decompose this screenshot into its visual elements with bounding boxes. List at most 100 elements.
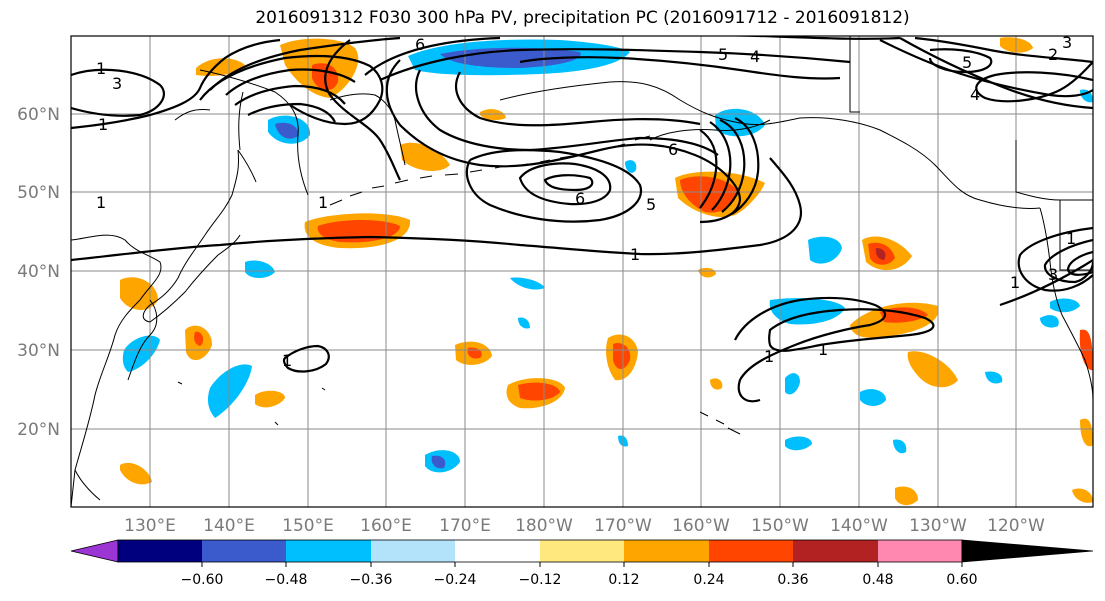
contour-label: 1 — [282, 351, 292, 370]
lat-label: 60°N — [17, 105, 60, 125]
precip-positive-area — [1080, 418, 1093, 447]
contour-label: 5 — [718, 45, 728, 64]
colorbar-segment — [286, 540, 371, 562]
colorbar-segment — [371, 540, 455, 562]
precip-negative-area — [808, 236, 842, 264]
longitude-labels: 130°E 140°E 150°E 160°E 170°E 180°W 170°… — [124, 516, 1045, 536]
precip-negative-area — [1040, 315, 1059, 328]
precip-negative-area — [207, 364, 252, 418]
precip-positive-core — [875, 248, 886, 260]
colorbar-segment — [540, 540, 624, 562]
contour-label: 1 — [1066, 229, 1076, 248]
colorbar-tick-label: 0.60 — [946, 572, 977, 588]
lon-label: 140°W — [830, 516, 888, 536]
colorbar-segment — [793, 540, 878, 562]
precip-negative-area — [860, 389, 886, 406]
precip-positive-area — [698, 267, 716, 278]
contour-label: 1 — [818, 340, 828, 359]
contour-label: 3 — [1048, 265, 1058, 284]
precip-positive-area — [480, 109, 506, 121]
precip-negative-core — [275, 122, 299, 139]
lat-label: 40°N — [17, 262, 60, 282]
lon-label: 170°E — [439, 516, 491, 536]
precip-positive-area — [120, 277, 158, 310]
contour-label: 6 — [668, 140, 678, 159]
contour-label: 1 — [318, 193, 328, 212]
contour-label: 1 — [96, 193, 106, 212]
colorbar-tick-label: −0.48 — [265, 572, 308, 588]
contour-label: 2 — [1048, 45, 1058, 64]
colorbar-tick-label: −0.60 — [181, 572, 224, 588]
precip-positive-core — [518, 382, 560, 401]
precip-negative-area — [510, 277, 545, 290]
colorbar-tick-label: 0.12 — [608, 572, 639, 588]
colorbar-segment — [455, 540, 540, 562]
lon-label: 160°W — [672, 516, 730, 536]
precip-negative-area — [518, 317, 530, 329]
precip-positive-area — [400, 142, 450, 172]
pv-contours — [71, 36, 1093, 403]
colorbar-segment — [709, 540, 793, 562]
colorbar-segment-extend-high — [961, 539, 1094, 563]
precip-negative-area — [893, 439, 907, 454]
precip-positive-area — [895, 486, 918, 506]
contour-label: 3 — [112, 74, 122, 93]
lon-label: 120°W — [987, 516, 1045, 536]
contour-label: 5 — [962, 53, 972, 72]
lon-label: 130°W — [909, 516, 967, 536]
contour-label: 1 — [96, 59, 106, 78]
colorbar-segment — [202, 540, 286, 562]
precip-positive-core — [613, 342, 631, 369]
colorbar-tick-label: 0.48 — [862, 572, 893, 588]
contour-label: 1 — [98, 115, 108, 134]
precip-negative-area — [245, 260, 275, 278]
lat-label: 20°N — [17, 420, 60, 440]
contour-label: 6 — [415, 35, 425, 54]
precip-positive-area — [255, 390, 285, 408]
colorbar-segment — [878, 540, 962, 562]
precip-negative-core — [431, 455, 446, 469]
lat-label: 50°N — [17, 183, 60, 203]
contour-labels: 3 1 1 1 1 6 6 5 4 1 5 6 1 1 1 1 5 2 3 3 … — [96, 33, 1076, 370]
contour-label: 1 — [764, 347, 774, 366]
lat-label: 30°N — [17, 341, 60, 361]
colorbar-tick-label: 0.36 — [777, 572, 808, 588]
contour-label: 4 — [970, 85, 980, 104]
lon-label: 150°E — [282, 516, 334, 536]
lon-label: 170°W — [594, 516, 652, 536]
contour-label: 6 — [575, 189, 585, 208]
precip-positive-core — [194, 331, 204, 346]
latitude-labels: 60°N 50°N 40°N 30°N 20°N — [17, 105, 60, 440]
colorbar-tick-label: −0.24 — [434, 572, 477, 588]
precip-positive-area — [710, 378, 723, 390]
colorbar-segment — [624, 540, 709, 562]
colorbar: −0.60 −0.48 −0.36 −0.24 −0.12 0.12 0.24 … — [70, 539, 1094, 588]
precip-positive-area — [907, 351, 958, 388]
map-title: 2016091312 F030 300 hPa PV, precipitatio… — [255, 8, 910, 28]
precip-negative-area — [769, 298, 845, 325]
colorbar-segment — [118, 540, 202, 562]
lon-label: 150°W — [751, 516, 809, 536]
colorbar-segment-extend-low — [70, 539, 119, 563]
colorbar-tick-label: −0.12 — [519, 572, 562, 588]
lon-label: 130°E — [124, 516, 176, 536]
precip-negative-area — [785, 436, 812, 451]
colorbar-tick-label: −0.36 — [350, 572, 393, 588]
colorbar-tick-label: 0.24 — [693, 572, 724, 588]
precip-negative-area — [985, 371, 1003, 384]
precip-positive-area — [120, 462, 152, 485]
contour-label: 4 — [750, 47, 760, 66]
lon-label: 140°E — [203, 516, 255, 536]
contour-label: 1 — [630, 245, 640, 264]
precip-negative-area — [122, 335, 160, 372]
precip-negative-area — [625, 160, 637, 173]
contour-label: 3 — [1062, 33, 1072, 52]
contour-label: 5 — [646, 195, 656, 214]
lon-label: 180°W — [515, 516, 573, 536]
precip-positive-area — [1072, 488, 1093, 503]
lon-label: 160°E — [360, 516, 412, 536]
contour-label: 1 — [1010, 273, 1020, 292]
precip-negative-area — [785, 373, 800, 395]
map-frame — [70, 35, 1094, 508]
